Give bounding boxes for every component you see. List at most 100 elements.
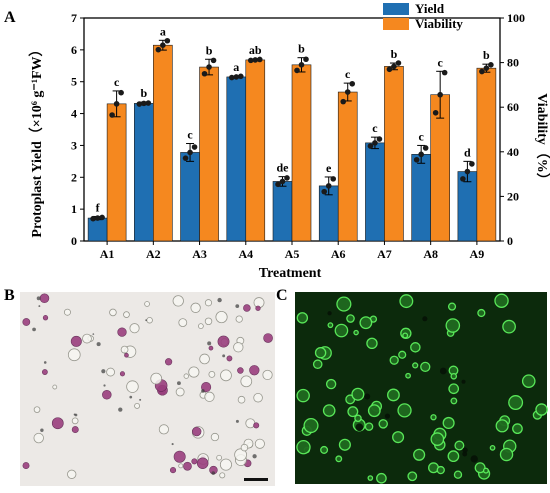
cell-c-fluorescent <box>320 445 329 454</box>
data-point-viability-0-1 <box>113 101 120 107</box>
cell-c-fluorescent <box>407 471 418 482</box>
debris-b <box>129 395 133 399</box>
data-point-yield-7-0 <box>413 156 420 163</box>
sig-letter-yield-4: de <box>277 161 290 175</box>
data-point-yield-2-1 <box>187 149 193 156</box>
debris-b <box>139 398 142 401</box>
debris-b <box>222 354 226 358</box>
cell-b-stained <box>196 457 209 469</box>
cell-b-unstained <box>210 432 220 442</box>
ytick-left-label-3: 3 <box>71 138 77 152</box>
cell-c-fluorescent <box>347 406 359 418</box>
cell-c-fluorescent <box>327 322 334 329</box>
cell-b-unstained <box>33 406 41 413</box>
data-point-viability-0-2 <box>118 89 124 96</box>
cell-c-fluorescent <box>312 359 323 370</box>
cell-b-unstained <box>33 432 44 444</box>
bar-viability-4 <box>291 64 312 242</box>
cell-c-fluorescent <box>378 419 388 429</box>
micrograph-b-cells <box>22 293 273 479</box>
sig-letter-viability-2: b <box>206 43 213 57</box>
cell-c-fluorescent <box>367 404 381 418</box>
cell-c-fluorescent <box>454 440 465 451</box>
data-point-yield-1-2 <box>145 100 152 106</box>
data-point-viability-5-1 <box>344 89 351 95</box>
xtick-label-6: A7 <box>377 247 392 261</box>
cell-c-fluorescent <box>450 397 458 405</box>
data-point-viability-7-0 <box>432 109 439 116</box>
data-point-yield-2-2 <box>191 144 198 150</box>
cell-b-unstained <box>190 302 201 313</box>
data-point-viability-3-2 <box>256 56 263 63</box>
debris-b <box>103 384 106 387</box>
micrograph-b <box>20 292 275 486</box>
cell-b-stained <box>249 365 260 376</box>
panel-label-c: C <box>276 287 288 304</box>
cell-b-unstained <box>109 308 117 317</box>
left-axis-ticks: 0 1 2 3 4 5 6 7 <box>71 11 84 248</box>
data-point-yield-7-2 <box>422 145 429 151</box>
micrograph-c-cells <box>296 293 548 484</box>
cell-b-stained <box>124 352 129 358</box>
cell-c-fluorescent <box>399 294 414 309</box>
cell-c-fluorescent <box>508 395 524 411</box>
data-point-viability-2-2 <box>210 57 217 64</box>
cell-b-unstained <box>254 438 265 449</box>
cell-b-unstained <box>123 311 130 318</box>
cell-b-unstained <box>106 367 115 377</box>
data-point-yield-5-0 <box>321 188 328 195</box>
bar-yield-3 <box>226 76 247 242</box>
cell-b-unstained <box>82 333 92 344</box>
sig-letter-yield-1: b <box>140 86 147 100</box>
y-axis-title-left: Protoplast Yield（×10⁶ g⁻¹FW） <box>29 42 45 237</box>
debris-b <box>235 304 240 308</box>
data-point-viability-0-0 <box>109 112 115 118</box>
cell-b-stained <box>237 367 244 374</box>
debris-b <box>43 361 47 364</box>
cell-c-fluorescent <box>482 467 489 474</box>
cell-b-unstained <box>204 391 215 402</box>
cell-b-unstained <box>220 369 232 382</box>
cell-c-fluorescent <box>296 439 311 455</box>
cell-c-fluorescent <box>322 404 336 417</box>
cell-b-stained <box>117 327 127 337</box>
cell-c-dark <box>422 316 428 322</box>
cell-c-fluorescent <box>367 475 374 481</box>
data-point-yield-4-2 <box>284 175 290 181</box>
cell-b-unstained <box>253 392 263 403</box>
data-point-yield-0-1 <box>94 215 101 221</box>
cell-c-fluorescent <box>392 431 405 444</box>
sig-letter-viability-6: b <box>391 47 398 61</box>
xtick-label-8: A9 <box>470 247 485 261</box>
cell-c-fluorescent <box>346 314 355 323</box>
cell-c-dark <box>439 367 447 375</box>
cell-b-unstained <box>204 317 213 326</box>
cell-b-stained <box>39 293 50 304</box>
ytick-left-label-5: 5 <box>71 75 77 89</box>
data-point-viability-1-0 <box>155 46 162 53</box>
bar-yield-1 <box>134 103 154 242</box>
cell-b-unstained <box>197 323 204 330</box>
legend-swatch-viability <box>383 18 409 30</box>
debris-b <box>38 305 41 308</box>
cell-b-unstained <box>150 372 163 385</box>
bar-viability-6 <box>384 66 404 242</box>
sig-letter-viability-8: b <box>483 48 490 62</box>
cell-c-fluorescent <box>366 337 378 350</box>
cell-c-fluorescent <box>494 293 509 308</box>
cell-b-stained <box>208 345 214 351</box>
xtick-label-2: A3 <box>192 247 207 261</box>
cell-c-fluorescent <box>412 362 419 369</box>
cell-b-unstained <box>215 310 228 324</box>
cell-b-stained <box>70 335 82 347</box>
cell-b-stained <box>51 417 64 430</box>
data-point-viability-1-2 <box>164 37 171 44</box>
debris-b <box>217 297 222 303</box>
sig-letter-yield-0: f <box>96 200 101 214</box>
sig-letter-viability-3: ab <box>249 43 262 57</box>
scale-bar-b <box>244 478 268 481</box>
data-point-viability-7-2 <box>441 69 448 76</box>
cell-b-stained <box>173 450 186 463</box>
sig-letter-yield-3: a <box>233 60 239 74</box>
sig-letter-yield-8: d <box>464 145 471 159</box>
